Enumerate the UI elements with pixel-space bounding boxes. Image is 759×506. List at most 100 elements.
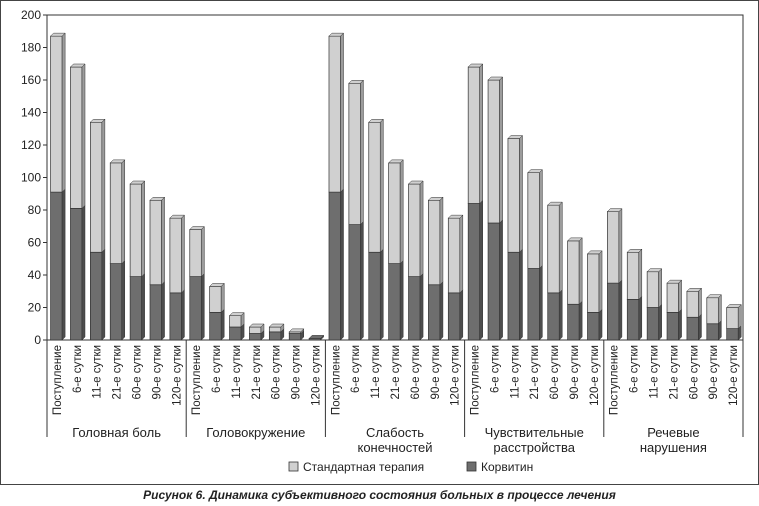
bar-top [447, 214, 464, 219]
category-label: 11-е сутки [231, 345, 243, 399]
bar-standard-side [419, 180, 424, 278]
bar-korvitin [646, 307, 660, 341]
bar-korvitin-side [81, 204, 86, 341]
bar-korvitin [507, 251, 520, 341]
bar-top [368, 119, 384, 123]
legend-label: Корвитин [481, 460, 533, 474]
bar-standard-side [737, 303, 742, 330]
bar-top [507, 135, 524, 139]
bar-top [586, 250, 603, 255]
bar-standard [90, 121, 103, 253]
bar-standard [428, 199, 441, 286]
bar-standard [368, 121, 381, 253]
bar-korvitin [249, 333, 262, 341]
bar-standard [50, 35, 63, 193]
category-label: 120-е сутки [171, 345, 183, 406]
bar-korvitin-side [439, 281, 444, 341]
bar-korvitin-side [519, 248, 523, 341]
bar-standard-side [220, 282, 225, 313]
bar-standard-side [380, 118, 384, 253]
bar-top [149, 197, 166, 201]
bar-korvitin-side [399, 260, 404, 341]
category-label: 21-е сутки [112, 345, 124, 399]
bar-top [666, 279, 683, 284]
bar-korvitin-side [658, 303, 662, 341]
category-label: 90-е сутки [430, 345, 442, 399]
bar-korvitin-side [201, 273, 205, 341]
category-label: 6-е сутки [211, 345, 223, 393]
bar-standard-side [61, 32, 66, 193]
bar-korvitin [189, 276, 202, 341]
category-label: 90-е сутки [151, 345, 163, 399]
bar-korvitin [109, 263, 123, 341]
bar-top [646, 268, 663, 272]
category-label: 60-е сутки [131, 345, 143, 399]
bar-standard-side [519, 134, 523, 253]
bar-korvitin [706, 323, 719, 341]
category-label: 120-е сутки [310, 345, 322, 406]
category-label: 11-е сутки [92, 345, 104, 399]
bar-korvitin-side [539, 264, 543, 341]
figure-caption: Рисунок 6. Динамика субъективного состоя… [143, 488, 616, 502]
category-label: 60-е сутки [688, 345, 700, 399]
bar-korvitin [626, 299, 640, 341]
category-label: 21-е сутки [251, 345, 263, 399]
y-tick-label: 180 [21, 41, 41, 55]
bar-standard-side [598, 250, 603, 313]
bar-standard [706, 297, 719, 325]
bar-korvitin-side [459, 289, 464, 341]
category-label: 120-е сутки [589, 345, 601, 406]
bar-korvitin-side [578, 300, 583, 341]
bar-standard [348, 82, 361, 225]
y-tick-label: 140 [21, 106, 41, 120]
bar-korvitin [268, 331, 282, 341]
bar-korvitin [328, 191, 341, 341]
bar-standard [408, 183, 421, 277]
bar-korvitin-side [618, 279, 623, 341]
bar-standard [209, 286, 222, 313]
bar-korvitin [607, 282, 620, 341]
bar-top [487, 76, 504, 81]
bar-standard-side [439, 196, 444, 286]
bar-korvitin [567, 303, 580, 341]
bar-top [248, 323, 265, 328]
bar-standard-side [539, 169, 543, 270]
bar-top [686, 288, 703, 292]
y-tick-label: 20 [28, 301, 42, 315]
category-label: 21-е сутки [390, 345, 402, 399]
bar-standard [109, 162, 123, 264]
bar-top [606, 208, 623, 212]
bar-korvitin-side [220, 308, 225, 341]
bar-standard [686, 290, 699, 318]
bar-korvitin-side [559, 289, 563, 341]
bar-top [209, 283, 225, 287]
category-label: 90-е сутки [291, 345, 303, 399]
bar-korvitin [487, 222, 500, 341]
bar-top [427, 197, 444, 201]
bar-korvitin-side [181, 289, 185, 341]
group-label: Головокружение [206, 425, 305, 440]
category-label: 11-е сутки [649, 345, 661, 399]
legend-swatch [288, 461, 299, 472]
bar-standard-side [638, 248, 643, 300]
category-label: 60-е сутки [410, 345, 422, 399]
bar-standard-side [459, 214, 464, 294]
bar-standard [507, 138, 520, 253]
bar-standard-side [161, 196, 165, 286]
bar-korvitin [587, 312, 600, 341]
category-label: 60-е сутки [271, 345, 283, 399]
bar-korvitin [169, 292, 182, 341]
bar-korvitin-side [678, 308, 682, 341]
bar-korvitin-side [360, 221, 364, 341]
bar-korvitin-side [419, 273, 424, 341]
bar-standard-side [479, 63, 483, 205]
bar-korvitin [428, 284, 441, 341]
group-label: Головная боль [72, 425, 161, 440]
bar-standard-side [340, 32, 344, 193]
legend-label: Стандартная терапия [303, 460, 424, 474]
y-tick-label: 100 [21, 171, 41, 185]
bar-top [348, 80, 365, 84]
bar-top [706, 294, 722, 298]
category-label: 6-е сутки [489, 345, 501, 393]
bar-top [567, 237, 583, 242]
